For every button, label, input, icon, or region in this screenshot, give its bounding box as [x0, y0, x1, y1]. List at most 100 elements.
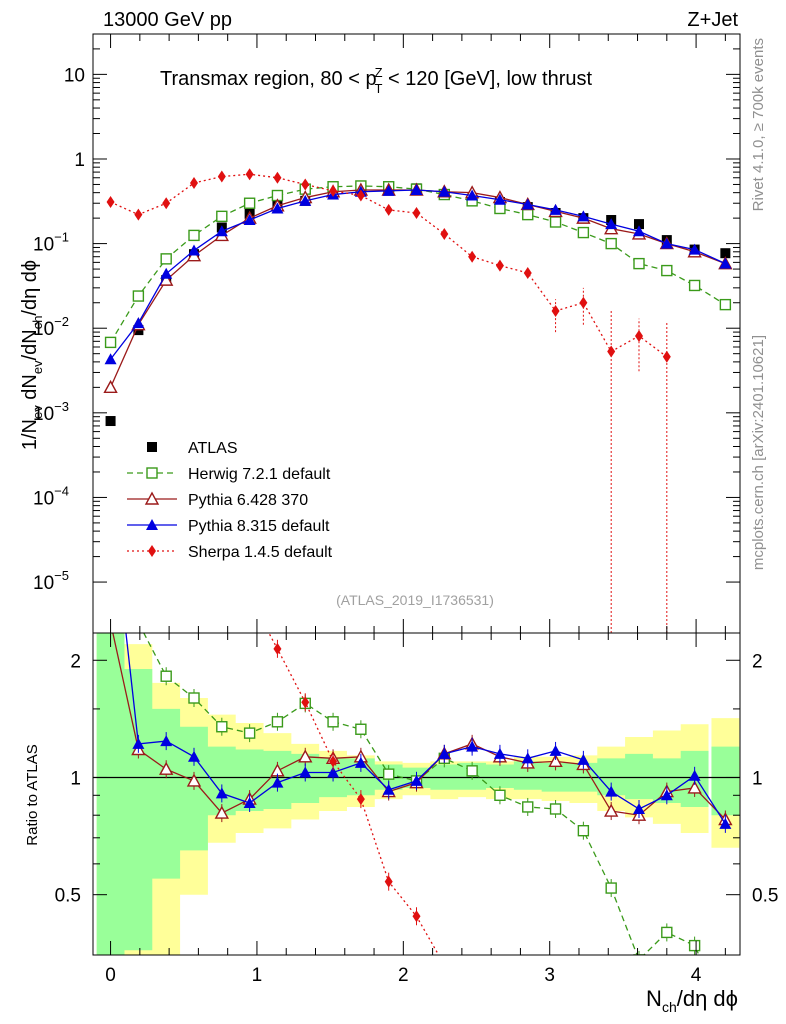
analysis-id: (ATLAS_2019_I1736531) — [336, 592, 494, 608]
point-herwig-7-2-1-default — [243, 197, 256, 209]
x-tick-label: 1 — [252, 965, 263, 986]
point-sherpa-1-4-5-default — [106, 196, 115, 209]
header-right: Z+Jet — [687, 9, 738, 31]
point-pythia-8-315-default — [719, 257, 732, 269]
point-herwig-7-2-1-default — [104, 336, 117, 349]
point-herwig-7-2-1-default — [719, 298, 732, 311]
ratio-point-herwig-7-2-1-default — [522, 801, 534, 813]
point-pythia-8-315-default — [243, 214, 256, 226]
point-pythia-8-315-default — [493, 193, 506, 205]
point-sherpa-1-4-5-default — [440, 227, 449, 240]
ratio-point-herwig-7-2-1-default — [216, 721, 228, 733]
ratio-point-herwig-7-2-1-default — [243, 727, 256, 739]
point-sherpa-1-4-5-default — [301, 178, 310, 191]
ratio-y-tick-label: 0.5 — [55, 886, 81, 907]
y-tick-label: 10−1 — [33, 230, 69, 256]
y-tick-label: 10 — [64, 65, 85, 86]
ratio-y-tick-label-right: 1 — [752, 768, 763, 789]
ratio-point-herwig-7-2-1-default — [661, 926, 673, 939]
ratio-point-pythia-6-428-370 — [186, 773, 202, 787]
x-tick-label: 4 — [691, 965, 702, 986]
legend-marker-sherpa-1-4-5-default — [148, 545, 156, 557]
ratio-point-pythia-8-315-default — [521, 752, 534, 764]
legend-label-sherpa-1-4-5-default: Sherpa 1.4.5 default — [188, 544, 333, 561]
point-herwig-7-2-1-default — [549, 216, 562, 228]
legend-label-pythia-6-428-370: Pythia 6.428 370 — [188, 492, 308, 509]
point-herwig-7-2-1-default — [688, 279, 701, 292]
ratio-y-tick-label-right: 2 — [752, 651, 763, 672]
ratio-point-herwig-7-2-1-default — [633, 954, 645, 955]
ratio-plot-area — [93, 241, 740, 955]
point-atlas — [105, 416, 116, 427]
ratio-point-sherpa-1-4-5-default — [384, 875, 393, 888]
ratio-y-axis-label: Ratio to ATLAS — [24, 744, 41, 845]
point-pythia-8-315-default — [215, 225, 228, 237]
point-pythia-8-315-default — [577, 210, 590, 222]
point-herwig-7-2-1-default — [494, 202, 506, 215]
ratio-point-sherpa-1-4-5-default — [162, 418, 170, 430]
point-pythia-8-315-default — [438, 185, 451, 197]
series-line-sherpa-1-4-5-default — [110, 173, 668, 358]
ratio-point-pythia-6-428-370 — [298, 749, 313, 763]
point-herwig-7-2-1-default — [160, 253, 172, 265]
point-pythia-8-315-default — [466, 189, 479, 201]
ratio-point-sherpa-1-4-5-default — [356, 793, 365, 806]
point-pythia-6-428-370 — [103, 379, 118, 394]
legend: ATLAS Herwig 7.2.1 default Pythia 6.428 37… — [127, 440, 333, 561]
ratio-point-pythia-6-428-370 — [159, 761, 174, 775]
point-sherpa-1-4-5-default — [495, 259, 504, 272]
point-pythia-8-315-default — [549, 203, 562, 215]
point-sherpa-1-4-5-default — [523, 266, 532, 279]
ratio-point-pythia-6-428-370 — [687, 780, 702, 794]
legend-marker-pythia-6-428-370 — [144, 491, 160, 505]
y-tick-label: 10−4 — [33, 483, 69, 509]
point-pythia-8-315-default — [132, 317, 145, 329]
ratio-point-sherpa-1-4-5-default — [246, 591, 254, 603]
point-herwig-7-2-1-default — [132, 290, 145, 302]
ratio-point-herwig-7-2-1-default — [382, 768, 395, 780]
ratio-y-tick-label: 1 — [70, 768, 81, 789]
point-sherpa-1-4-5-default — [384, 203, 393, 216]
ratio-point-sherpa-1-4-5-default — [134, 241, 142, 253]
point-herwig-7-2-1-default — [188, 229, 200, 242]
ratio-point-herwig-7-2-1-default — [327, 716, 339, 728]
y-tick-label: 1 — [74, 150, 85, 171]
ratio-point-sherpa-1-4-5-default — [301, 696, 310, 709]
main-plot-area — [103, 168, 733, 633]
ratio-point-sherpa-1-4-5-default — [273, 642, 282, 655]
main-axes: 10−5 10−4 10−3 10−2 10−1 1 10 — [33, 34, 740, 633]
ratio-point-herwig-7-2-1-default — [688, 939, 701, 952]
ratio-point-pythia-6-428-370 — [214, 805, 229, 819]
header-left: 13000 GeV pp — [103, 9, 232, 31]
point-sherpa-1-4-5-default — [412, 206, 421, 219]
ratio-point-pythia-8-315-default — [382, 783, 395, 795]
ratio-point-pythia-8-315-default — [438, 747, 451, 759]
point-herwig-7-2-1-default — [522, 208, 534, 221]
point-sherpa-1-4-5-default — [329, 184, 338, 197]
legend-label-herwig-7-2-1-default: Herwig 7.2.1 default — [188, 466, 331, 483]
ratio-point-herwig-7-2-1-default — [494, 789, 506, 801]
side-label-mcplots: mcplots.cern.ch [arXiv:2401.10621] — [750, 335, 767, 570]
point-pythia-8-315-default — [660, 237, 673, 249]
y-tick-label: 10−5 — [33, 568, 69, 594]
side-label-rivet: Rivet 4.1.0, ≥ 700k events — [750, 38, 767, 211]
ratio-point-herwig-7-2-1-default — [271, 716, 284, 728]
point-sherpa-1-4-5-default — [190, 177, 199, 190]
ratio-point-pythia-8-315-default — [577, 753, 590, 765]
ratio-point-pythia-8-315-default — [688, 769, 701, 781]
ratio-point-pythia-8-315-default — [188, 750, 201, 762]
ratio-y-tick-label: 2 — [70, 651, 81, 672]
ratio-frame — [92, 632, 741, 956]
ratio-point-herwig-7-2-1-default — [188, 692, 200, 704]
ratio-point-herwig-7-2-1-default — [160, 670, 172, 682]
point-sherpa-1-4-5-default — [134, 208, 143, 221]
series-line-pythia-6-428-370 — [109, 189, 726, 388]
ratio-point-herwig-7-2-1-default — [133, 618, 143, 628]
ratio-point-pythia-8-315-default — [160, 735, 173, 747]
ratio-point-pythia-8-315-default — [354, 756, 367, 768]
ratio-point-herwig-7-2-1-default — [355, 723, 367, 735]
ratio-band-yellow — [96, 633, 740, 955]
ratio-point-pythia-8-315-default — [105, 489, 117, 500]
point-herwig-7-2-1-default — [577, 226, 590, 239]
